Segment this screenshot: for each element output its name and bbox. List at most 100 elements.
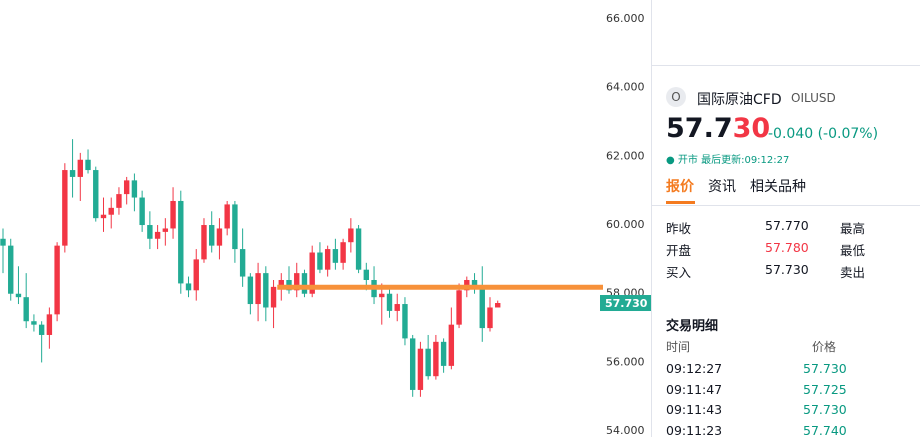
y-tick-label: 54.000 — [606, 424, 645, 437]
candle-body — [479, 286, 485, 329]
trades-title: 交易明细 — [666, 319, 719, 334]
candle-body — [93, 170, 99, 219]
candle-body — [23, 297, 29, 322]
y-tick-label: 60.000 — [606, 218, 645, 231]
stat-cell: 最低 — [840, 243, 866, 258]
candle-body — [116, 194, 122, 208]
chart: 66.00064.00062.00060.00058.00056.00054.0… — [0, 12, 651, 437]
trades-header-price: 价格 — [812, 340, 837, 354]
status: ● 开市 — [666, 155, 698, 166]
candle-body — [417, 348, 424, 390]
candle-body — [216, 228, 223, 246]
candle-body — [162, 228, 169, 232]
stat-cell: 卖出 — [840, 265, 866, 280]
candle-body — [317, 252, 323, 270]
candle-body — [147, 225, 153, 239]
price-tail: 30 — [732, 113, 771, 144]
instrument-symbol: OILUSD — [791, 91, 836, 105]
price: 57.730 — [666, 113, 770, 144]
last-price-label: 57.730 — [605, 297, 648, 310]
stat-cell: 最高 — [840, 221, 866, 236]
quote-panel: O 国际原油CFD OILUSD 57.730 -0.040 (-0.07%) … — [651, 0, 920, 438]
candle-body — [178, 200, 184, 284]
candle-body — [123, 180, 130, 195]
candle-body — [263, 273, 269, 308]
last-update: 最后更新:09:12:27 — [701, 155, 790, 166]
candle-body — [440, 341, 447, 366]
candle-body — [170, 200, 176, 229]
candle-body — [355, 228, 362, 270]
candle-body — [46, 314, 53, 335]
candle-body — [278, 279, 284, 287]
market-status: ● 开市 最后更新:09:12:27 — [666, 151, 789, 166]
candle-body — [495, 303, 501, 308]
candle-body — [456, 290, 462, 325]
y-tick-label: 64.000 — [606, 81, 645, 94]
candle-body — [77, 159, 83, 177]
trade-time: 09:11:47 — [666, 381, 723, 397]
stat-cell: 买入 — [666, 265, 692, 280]
candle-body — [270, 286, 277, 308]
stat-cell: 57.770 — [765, 218, 809, 233]
candle-body — [332, 249, 339, 263]
candle-body — [108, 207, 114, 215]
candle-body — [0, 238, 6, 246]
price-main: 57.7 — [666, 113, 733, 144]
last-price-box — [600, 295, 651, 312]
candle-body — [294, 273, 300, 291]
candle-body — [193, 259, 199, 291]
candle-body — [185, 283, 192, 291]
candle-body — [31, 321, 37, 325]
panel-header — [652, 0, 920, 66]
candle-body — [224, 204, 230, 229]
candle-body — [487, 307, 493, 329]
candle-body — [363, 269, 370, 280]
stat-cell: 57.780 — [765, 240, 809, 255]
trade-price: 57.725 — [803, 381, 847, 397]
candle-body — [100, 214, 107, 219]
stat-cell: 57.730 — [765, 262, 809, 277]
candle-body — [154, 231, 161, 239]
active-tab-underline — [666, 201, 695, 204]
candle-body — [309, 252, 315, 294]
tab[interactable]: 资讯 — [708, 179, 736, 195]
candle-body — [69, 170, 76, 177]
candle-body — [425, 348, 431, 377]
tab[interactable]: 报价 — [666, 179, 694, 195]
candle-body — [54, 245, 60, 315]
candle-body — [85, 159, 91, 171]
trades-header-time: 时间 — [666, 340, 691, 354]
candle-body — [433, 341, 439, 377]
candle-body — [348, 228, 354, 243]
candle-body — [340, 242, 346, 263]
candle-body — [386, 293, 393, 311]
candle-body — [201, 225, 207, 260]
change-pct: (-0.07%) — [817, 126, 879, 142]
candle-body — [38, 324, 45, 335]
candle-body — [394, 304, 400, 311]
candle-body — [239, 249, 246, 277]
candle-body — [139, 197, 145, 226]
candle-body — [324, 249, 331, 270]
candle-body — [409, 338, 416, 390]
tab[interactable]: 相关品种 — [750, 179, 806, 195]
candle-body — [402, 304, 408, 339]
candle-body — [15, 293, 22, 298]
candle-body — [379, 293, 385, 298]
symbol-icon: O — [666, 87, 686, 107]
candle-body — [255, 273, 261, 305]
instrument-name[interactable]: 国际原油CFD — [697, 92, 782, 108]
change: -0.040 (-0.07%) — [768, 126, 878, 142]
trade-time: 09:11:43 — [666, 402, 723, 417]
change-abs: -0.040 — [768, 126, 814, 142]
trade-price: 57.730 — [803, 361, 847, 376]
tabs: 报价 资讯 相关品种 — [666, 176, 806, 196]
candle-body — [232, 204, 238, 250]
stat-cell: 昨收 — [666, 221, 692, 236]
trade-price: 57.730 — [803, 402, 847, 417]
y-tick-label: 56.000 — [606, 355, 645, 368]
candle-body — [62, 170, 68, 246]
candle-body — [471, 279, 478, 287]
candle-body — [247, 276, 254, 305]
